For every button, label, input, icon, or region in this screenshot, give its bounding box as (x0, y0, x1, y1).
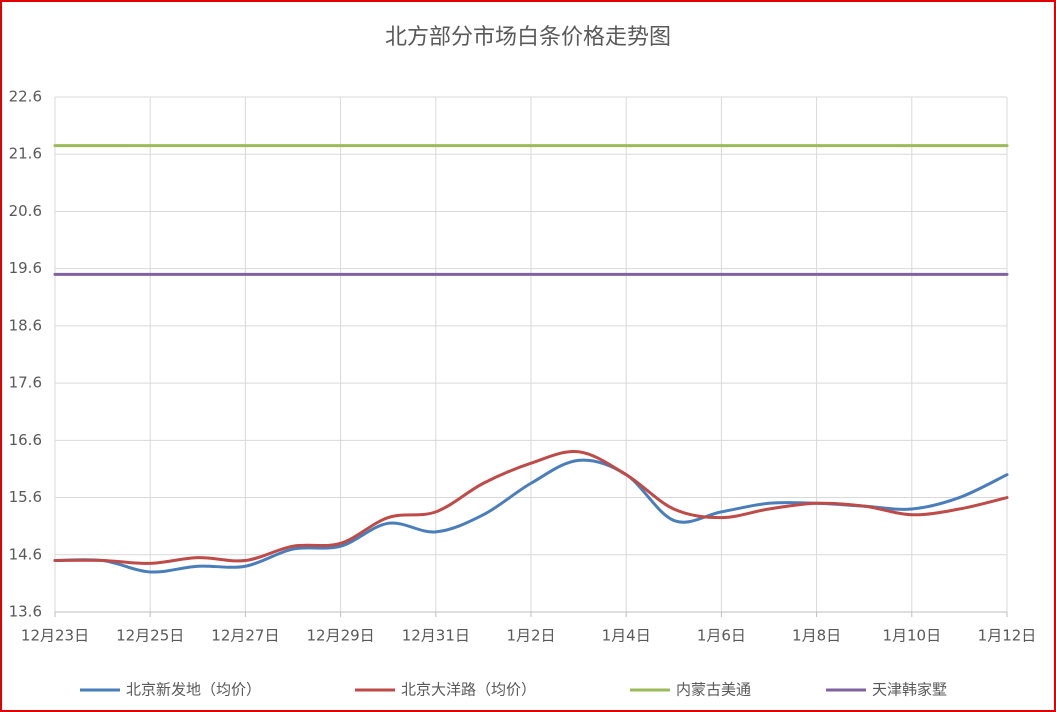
x-tick-label: 12月29日 (307, 627, 375, 645)
x-tick-label: 1月8日 (792, 627, 841, 645)
legend-label: 天津韩家墅 (872, 681, 947, 699)
y-tick-label: 13.6 (9, 603, 42, 621)
x-tick-label: 12月27日 (211, 627, 279, 645)
x-tick-label: 12月25日 (116, 627, 184, 645)
legend-label: 北京大洋路（均价） (401, 681, 536, 699)
x-tick-label: 1月10日 (882, 627, 941, 645)
x-tick-label: 1月12日 (978, 627, 1037, 645)
y-tick-label: 16.6 (9, 431, 42, 449)
series-line (53, 450, 1009, 565)
x-tick-label: 1月6日 (697, 627, 746, 645)
y-tick-label: 20.6 (9, 202, 42, 220)
y-tick-label: 15.6 (9, 488, 42, 506)
x-tick-label: 12月23日 (21, 627, 89, 645)
y-tick-label: 21.6 (9, 145, 42, 163)
y-tick-label: 17.6 (9, 374, 42, 392)
y-tick-label: 19.6 (9, 259, 42, 277)
y-tick-label: 18.6 (9, 316, 42, 334)
legend-label: 内蒙古美通 (676, 681, 751, 699)
x-tick-label: 1月4日 (602, 627, 651, 645)
y-tick-label: 14.6 (9, 545, 42, 563)
chart-title: 北方部分市场白条价格走势图 (385, 25, 671, 50)
y-tick-label: 22.6 (9, 88, 42, 106)
x-tick-label: 12月31日 (402, 627, 470, 645)
x-tick-label: 1月2日 (506, 627, 555, 645)
legend-label: 北京新发地（均价） (126, 681, 261, 699)
